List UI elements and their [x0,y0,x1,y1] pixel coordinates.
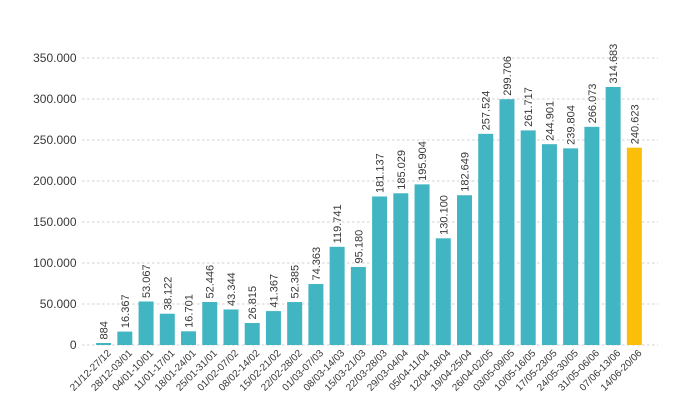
svg-text:74.363: 74.363 [311,247,323,281]
svg-text:266.073: 266.073 [587,84,599,124]
svg-text:38.122: 38.122 [162,277,174,311]
svg-text:41.367: 41.367 [268,274,280,308]
svg-text:150.000: 150.000 [33,215,77,229]
svg-text:50.000: 50.000 [40,297,77,311]
svg-text:43.344: 43.344 [226,272,238,306]
svg-text:182.649: 182.649 [460,152,472,192]
svg-text:16.367: 16.367 [120,294,132,328]
svg-text:257.524: 257.524 [481,91,493,131]
svg-text:244.901: 244.901 [544,101,556,141]
svg-text:299.706: 299.706 [502,56,514,96]
svg-text:53.067: 53.067 [141,264,153,298]
svg-text:95.180: 95.180 [353,230,365,264]
svg-text:16.701: 16.701 [184,294,196,328]
svg-text:26.815: 26.815 [247,286,259,320]
svg-text:300.000: 300.000 [33,92,77,106]
svg-text:130.100: 130.100 [438,195,450,235]
svg-text:240.623: 240.623 [629,104,641,144]
svg-text:52.446: 52.446 [205,265,217,299]
svg-text:314.683: 314.683 [608,44,620,84]
svg-text:350.000: 350.000 [33,51,77,65]
svg-text:261.717: 261.717 [523,87,535,127]
svg-text:185.029: 185.029 [396,150,408,190]
svg-text:200.000: 200.000 [33,174,77,188]
svg-text:884: 884 [99,321,111,339]
svg-text:239.804: 239.804 [566,105,578,145]
svg-text:0: 0 [70,338,77,352]
svg-text:52.385: 52.385 [290,265,302,299]
svg-text:195.904: 195.904 [417,141,429,181]
svg-text:181.137: 181.137 [375,153,387,193]
svg-text:250.000: 250.000 [33,133,77,147]
svg-text:100.000: 100.000 [33,256,77,270]
svg-text:119.741: 119.741 [332,204,344,243]
